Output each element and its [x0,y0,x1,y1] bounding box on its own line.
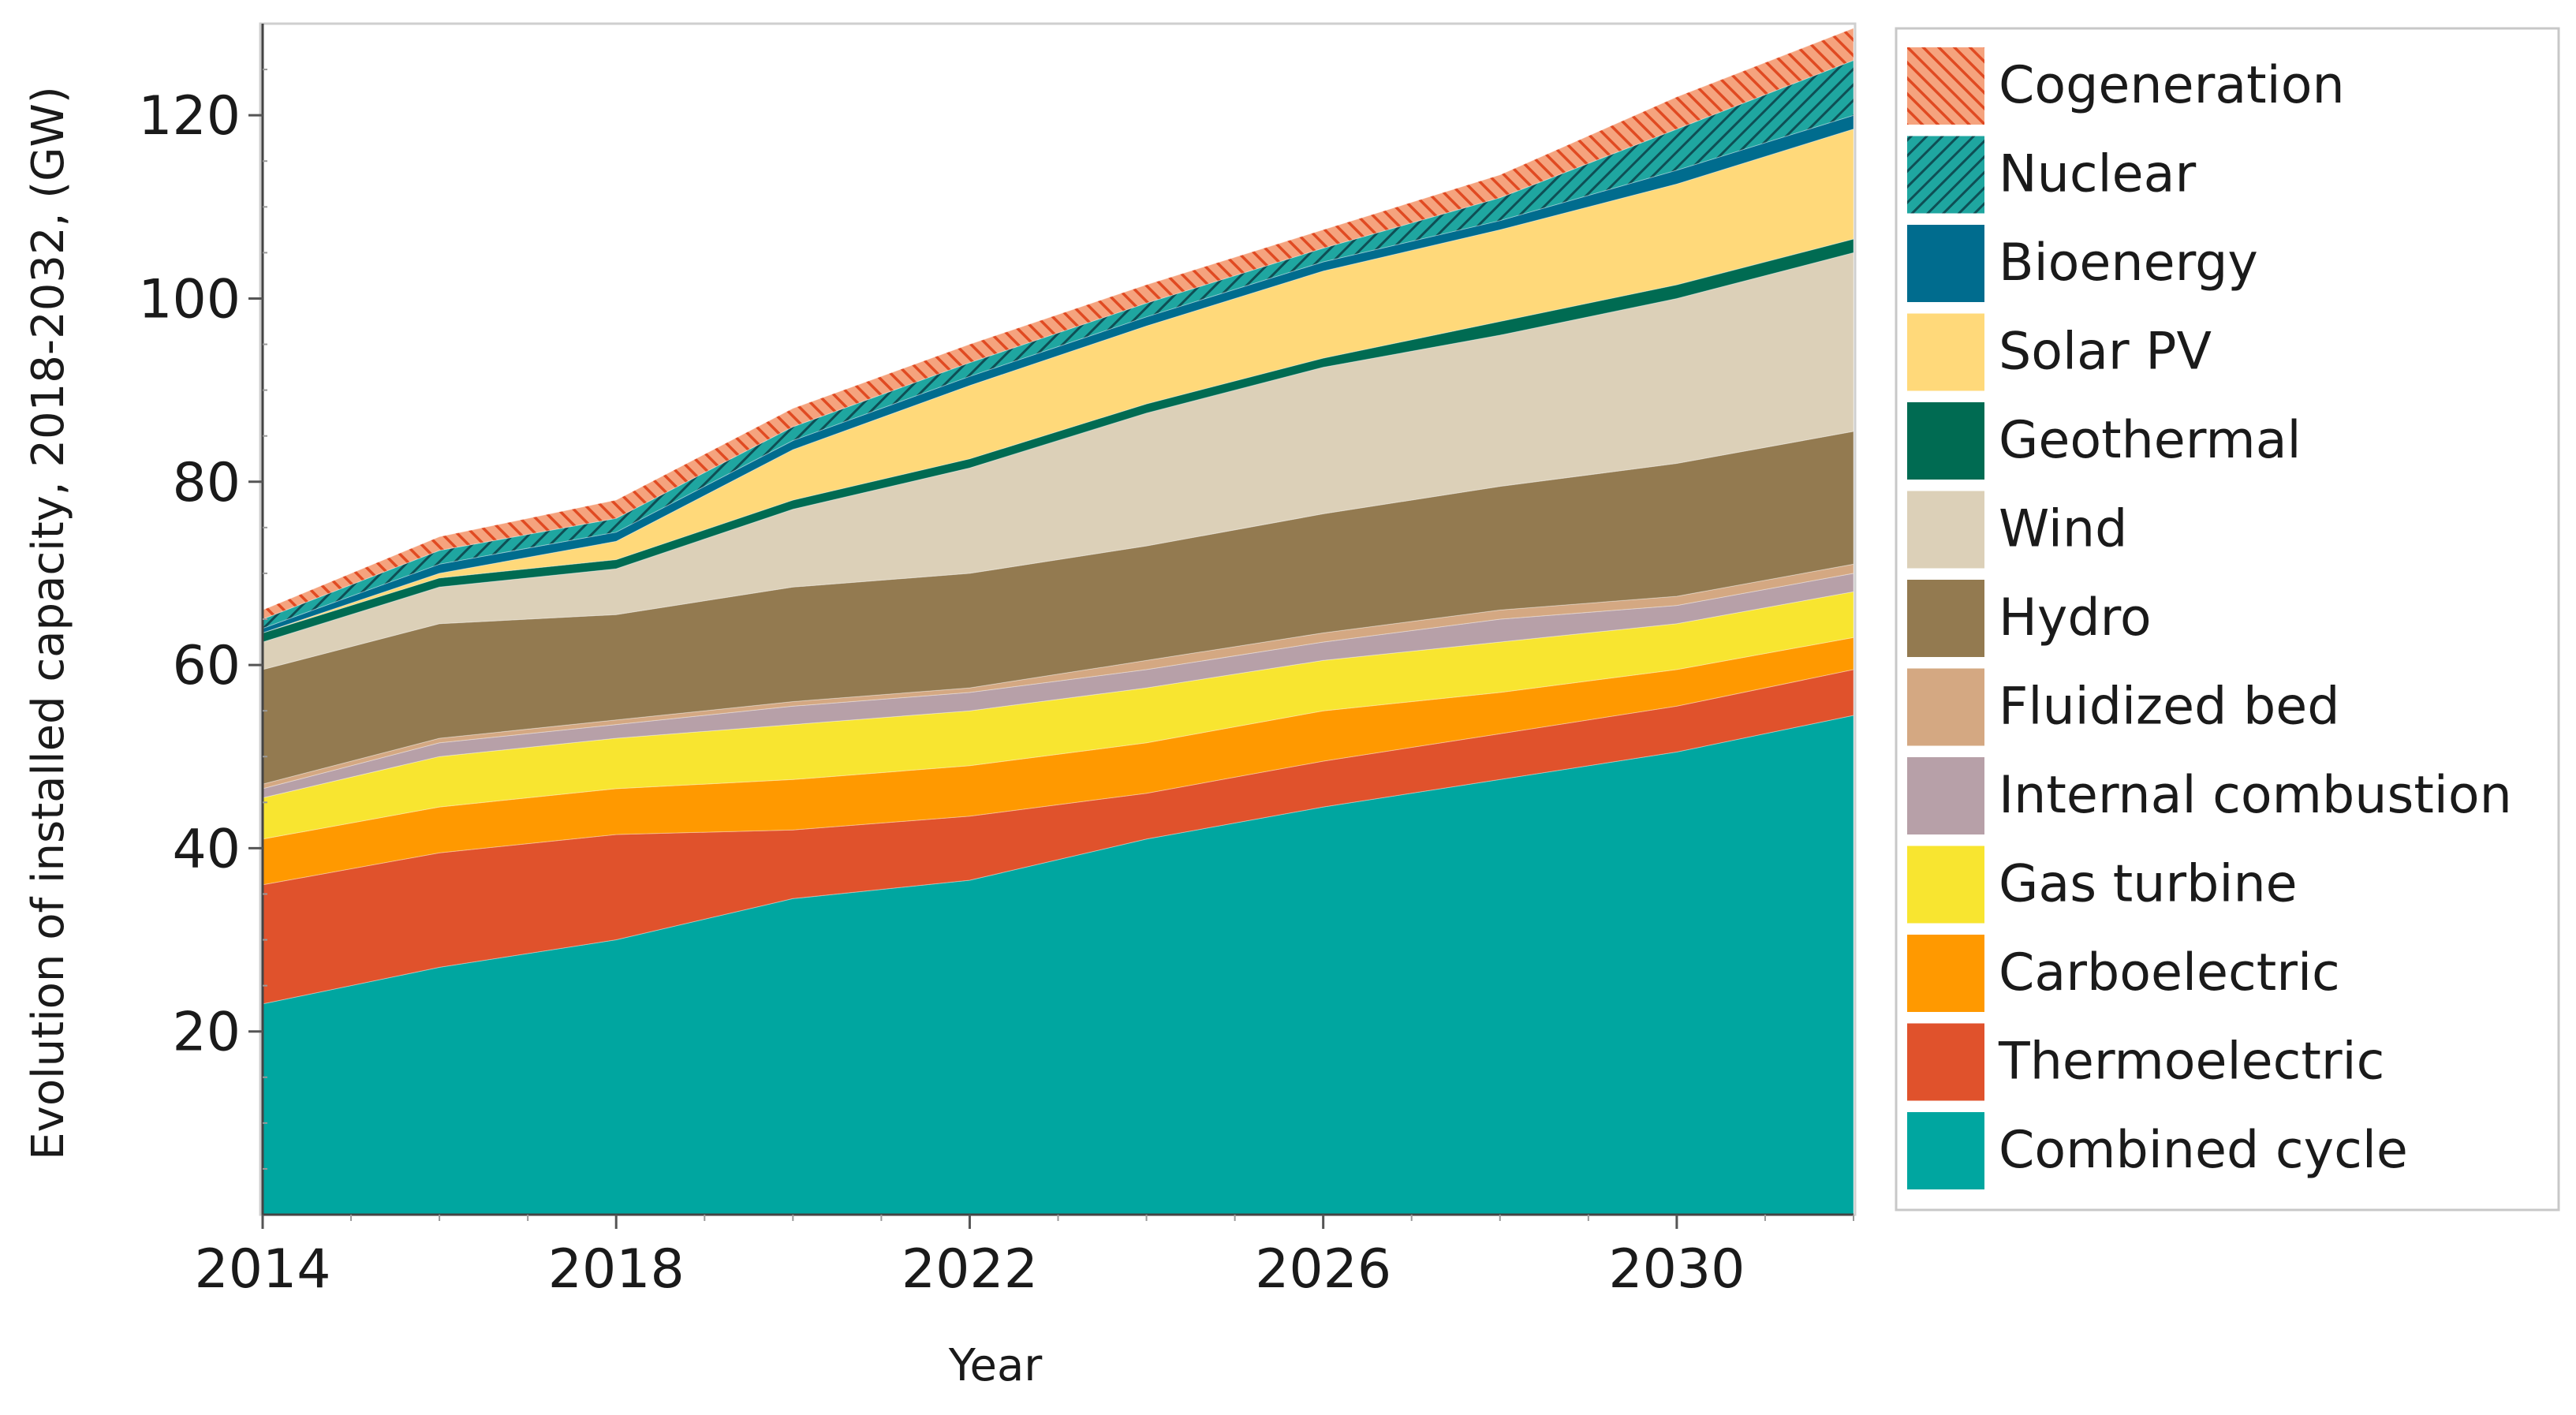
legend-swatch-internal-combustion [1907,757,1984,834]
legend-label-carboelectric: Carboelectric [1999,943,2340,1002]
legend-swatch-nuclear [1907,136,1984,214]
legend-frame [1895,27,2560,1212]
y-tick-label: 80 [172,452,241,514]
y-axis-ticks: 20 40 60 80 100 120 [138,69,267,1170]
y-tick-label: 60 [172,635,241,697]
legend: Cogeneration Nuclear Bioenergy Solar PV Geot… [1907,47,2512,1189]
legend-swatch-wind [1907,491,1984,569]
y-tick-label: 120 [138,85,241,147]
y-axis-title: Evolution of installed capacity, 2018-20… [23,86,74,1159]
x-tick-label: 2018 [548,1238,685,1301]
legend-swatch-fluidized-bed [1907,668,1984,746]
y-tick-label: 100 [138,268,241,330]
legend-swatch-bioenergy [1907,225,1984,302]
x-tick-label: 2022 [902,1238,1038,1301]
legend-label-bioenergy: Bioenergy [1999,233,2258,293]
area-carboelectric [262,637,1854,886]
legend-label-gas-turbine: Gas turbine [1999,855,2298,914]
legend-label-fluidized-bed: Fluidized bed [1999,678,2340,737]
area-nuclear [262,59,1854,629]
x-tick-label: 2030 [1608,1238,1745,1301]
area-fluidized-bed [262,563,1854,790]
area-cogeneration [262,28,1854,620]
area-wind [262,252,1854,670]
y-tick-label: 40 [172,818,241,880]
area-thermoelectric [262,669,1854,1005]
legend-label-internal-combustion: Internal combustion [1999,766,2512,825]
area-solar-pv [262,128,1854,633]
legend-label-solar-pv: Solar PV [1999,323,2212,382]
area-bioenergy [262,114,1854,634]
x-axis-title: Year [948,1340,1043,1391]
legend-swatch-thermoelectric [1907,1023,1984,1101]
legend-label-combined-cycle: Combined cycle [1999,1121,2408,1180]
x-axis-ticks: 2014 2018 2022 2026 2030 [194,1215,1854,1301]
legend-label-cogeneration: Cogeneration [1999,56,2345,115]
legend-label-hydro: Hydro [1999,588,2152,648]
legend-swatch-hydro [1907,580,1984,657]
legend-swatch-geothermal [1907,402,1984,480]
x-tick-label: 2014 [194,1238,330,1301]
legend-label-geothermal: Geothermal [1999,411,2302,470]
area-series-group [262,28,1854,1215]
legend-swatch-combined-cycle [1907,1112,1984,1189]
y-tick-label: 20 [172,1002,241,1064]
legend-swatch-cogeneration [1907,47,1984,125]
legend-swatch-gas-turbine [1907,846,1984,924]
legend-label-wind: Wind [1999,500,2127,559]
legend-label-thermoelectric: Thermoelectric [1998,1032,2384,1092]
legend-label-nuclear: Nuclear [1999,145,2196,204]
legend-swatch-carboelectric [1907,935,1984,1012]
legend-swatch-solar-pv [1907,313,1984,391]
x-tick-label: 2026 [1255,1238,1391,1301]
